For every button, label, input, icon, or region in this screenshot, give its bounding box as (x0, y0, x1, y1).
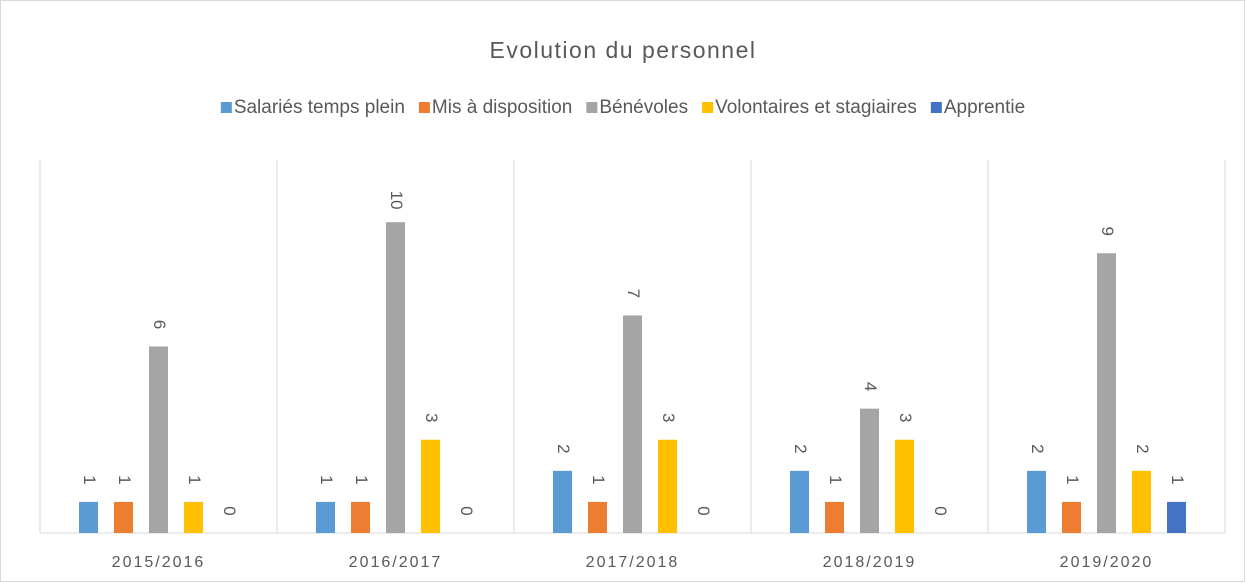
data-label: 1 (115, 475, 134, 484)
bar (1027, 470, 1046, 533)
legend-label: Volontaires et stagiaires (715, 97, 917, 118)
data-label: 3 (422, 413, 441, 422)
legend-label: Mis à disposition (432, 97, 572, 118)
data-label: 3 (896, 413, 915, 422)
data-label: 2 (1133, 444, 1152, 453)
data-label: 9 (1098, 227, 1117, 236)
x-tick-label: 2015/2016 (112, 554, 206, 571)
x-tick-label: 2019/2020 (1060, 554, 1154, 571)
bar (1167, 501, 1186, 533)
bar (149, 346, 168, 533)
bar (386, 222, 405, 533)
bar (623, 315, 642, 533)
bar (1062, 501, 1081, 533)
bar (1097, 253, 1116, 533)
legend-swatch (702, 102, 714, 113)
data-label: 1 (826, 475, 845, 484)
data-label: 1 (317, 475, 336, 484)
data-label: 1 (1168, 475, 1187, 484)
data-label: 7 (624, 289, 643, 298)
data-label: 3 (659, 413, 678, 422)
bar (316, 501, 335, 533)
bar (421, 439, 440, 533)
legend-swatch (586, 102, 598, 113)
bar (553, 470, 572, 533)
legend-swatch (418, 102, 430, 113)
data-label: 1 (185, 475, 204, 484)
data-label: 2 (1028, 444, 1047, 453)
legend-label: Bénévoles (599, 97, 688, 118)
data-label: 0 (457, 506, 476, 515)
x-tick-label: 2018/2019 (823, 554, 917, 571)
bar (895, 439, 914, 533)
data-label: 1 (589, 475, 608, 484)
chart-title: Evolution du personnel (490, 37, 757, 63)
data-label: 6 (150, 320, 169, 329)
data-label: 1 (1063, 475, 1082, 484)
legend-label: Salariés temps plein (234, 97, 405, 118)
data-label: 1 (80, 475, 99, 484)
data-label: 2 (554, 444, 573, 453)
legend-swatch (930, 102, 942, 113)
x-tick-label: 2017/2018 (586, 554, 680, 571)
bar (114, 501, 133, 533)
bar (860, 408, 879, 533)
bar (184, 501, 203, 533)
data-label: 0 (931, 506, 950, 515)
data-label: 10 (387, 191, 406, 210)
bar (658, 439, 677, 533)
bar (588, 501, 607, 533)
legend-swatch (220, 102, 232, 113)
bar (825, 501, 844, 533)
data-label: 1 (352, 475, 371, 484)
legend-label: Apprentie (944, 97, 1025, 118)
data-label: 0 (694, 506, 713, 515)
x-tick-label: 2016/2017 (349, 554, 443, 571)
data-label: 4 (861, 382, 880, 391)
data-label: 2 (791, 444, 810, 453)
bar (351, 501, 370, 533)
bar (79, 501, 98, 533)
bar (1132, 470, 1151, 533)
data-label: 0 (220, 506, 239, 515)
bar (790, 470, 809, 533)
